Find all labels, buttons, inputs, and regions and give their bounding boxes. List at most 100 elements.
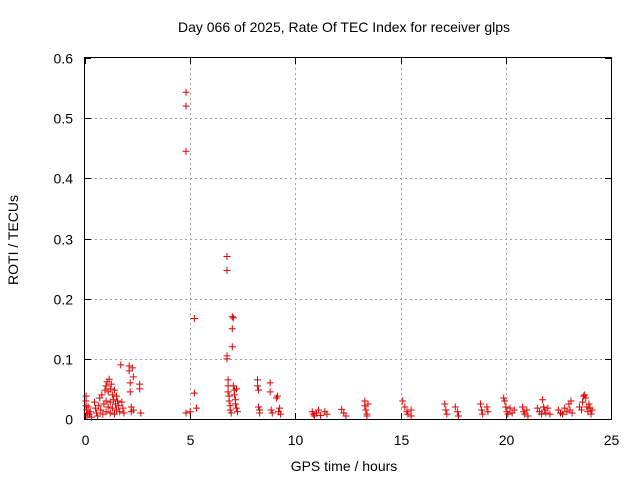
data-point [401,403,409,411]
data-point [544,404,552,412]
data-point [338,405,346,413]
data-point [84,403,92,411]
data-point [276,404,284,412]
x-axis-label: GPS time / hours [291,458,398,474]
data-point [223,266,231,274]
data-point [309,410,317,418]
data-point [105,375,113,383]
data-point [479,410,487,418]
data-point [404,410,412,418]
data-point [104,403,112,411]
y-tick-label: 0.6 [54,51,74,67]
data-point [254,376,262,384]
data-point [114,397,122,405]
data-point [477,400,485,408]
data-point [540,403,548,411]
data-point [102,397,110,405]
data-point [256,409,264,417]
y-tick-label: 0.1 [54,352,74,368]
data-point [225,397,233,405]
y-tick-labels: 0 0.1 0.2 0.3 0.4 0.5 0.6 [54,51,74,428]
data-point [113,406,121,414]
grid [85,58,611,419]
data-point [407,412,415,420]
data-point [193,404,201,412]
data-point [229,314,237,322]
ticks [85,58,612,420]
data-point [533,404,541,412]
data-point [190,389,198,397]
data-point [582,394,590,402]
data-point [441,400,449,408]
plot-frame [84,57,612,420]
data-point [362,406,370,414]
y-axis-label: ROTI / TECUs [5,195,21,285]
data-point [451,403,459,411]
data-point [538,410,546,418]
data-point [506,404,514,412]
data-point [524,412,532,420]
data-point [116,408,124,416]
data-point [568,409,576,417]
data-point [119,404,127,412]
data-point [501,397,509,405]
data-point [567,397,575,405]
data-point [364,400,372,408]
data-point [546,410,554,418]
data-point [268,409,276,417]
x-tick-label: 20 [499,432,515,448]
data-point [223,253,231,261]
data-point [126,388,134,396]
data-point [323,410,331,418]
data-point [182,409,190,417]
data-point [94,412,102,420]
data-point [504,410,512,418]
data-point [478,406,486,414]
data-point [231,400,239,408]
y-tick-label: 0 [65,412,73,428]
data-point [254,382,262,390]
data-point [454,412,462,420]
data-point [342,412,350,420]
data-point [588,406,596,414]
data-point [453,408,461,416]
data-point [109,396,117,404]
data-point [129,373,137,381]
data-point [102,382,110,390]
x-tick-label: 0 [82,432,90,448]
y-tick-label: 0.4 [54,171,74,187]
data-point [523,406,531,414]
data-point [223,355,231,363]
data-point [110,386,118,394]
data-point [230,391,238,399]
y-tick-label: 0.2 [54,292,74,308]
data-point [228,313,236,321]
data-point [519,403,527,411]
data-point [539,396,547,404]
data-point [128,364,136,372]
data-point [108,404,116,412]
data-point [361,402,369,410]
data-point [106,385,114,393]
data-point [108,391,116,399]
data-point [107,380,115,388]
data-point [266,388,274,396]
data-point [224,388,232,396]
data-point [228,325,236,333]
data-point [227,409,235,417]
data-point [443,410,451,418]
chart-title: Day 066 of 2025, Rate Of TEC Index for r… [178,19,510,35]
data-point [228,343,236,351]
data-point [315,406,323,414]
data-point [585,400,593,408]
data-point [136,385,144,393]
x-tick-label: 10 [288,432,304,448]
data-point [226,406,234,414]
data-point [229,382,237,390]
data-point [399,397,407,405]
data-point [106,409,114,417]
data-point [120,409,128,417]
data-point [561,404,569,412]
